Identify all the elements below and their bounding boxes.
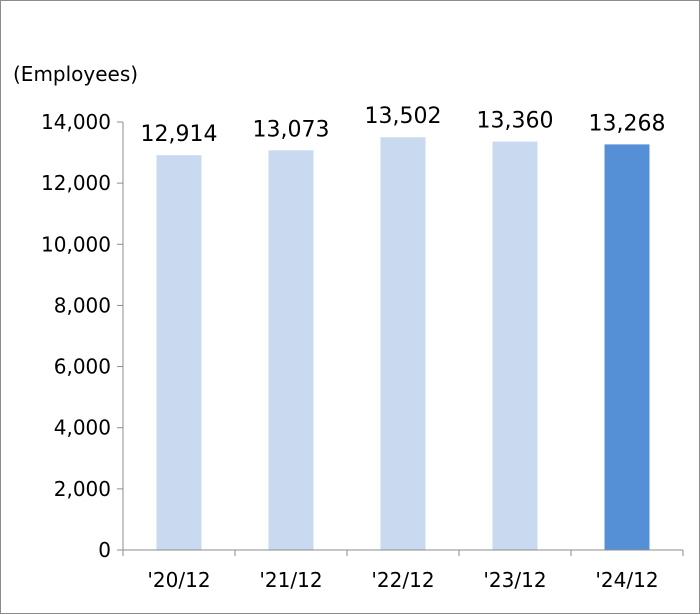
bar-0 — [156, 155, 202, 551]
bar-4 — [604, 144, 650, 550]
bar-2 — [380, 137, 426, 550]
x-tick-label: '23/12 — [483, 568, 546, 592]
bars-group: 12,914 13,073 13,502 13,360 13,268 — [141, 104, 666, 551]
bar-value-label: 12,914 — [141, 122, 218, 147]
y-tick-label: 2,000 — [54, 477, 111, 501]
y-tick-label: 4,000 — [54, 416, 111, 440]
y-tick-label: 14,000 — [41, 110, 111, 134]
y-axis: 0 2,000 4,000 6,000 8,000 10,000 12,000 14,000 — [41, 110, 124, 562]
y-tick-label: 10,000 — [41, 232, 111, 256]
bar-value-label: 13,073 — [253, 117, 330, 142]
bar-value-label: 13,268 — [589, 111, 666, 136]
x-axis: '20/12 '21/12 '22/12 '23/12 '24/12 — [122, 549, 684, 592]
bar-value-label: 13,502 — [365, 104, 442, 129]
y-axis-unit-label: (Employees) — [13, 62, 138, 86]
x-tick-label: '22/12 — [371, 568, 434, 592]
bar-1 — [268, 150, 314, 550]
bar-value-label: 13,360 — [477, 109, 554, 134]
x-tick-label: '24/12 — [595, 568, 658, 592]
x-tick-label: '21/12 — [259, 568, 322, 592]
y-tick-label: 0 — [98, 538, 111, 562]
bar-3 — [492, 141, 538, 550]
y-tick-label: 8,000 — [54, 293, 111, 317]
x-tick-label: '20/12 — [147, 568, 210, 592]
y-tick-label: 12,000 — [41, 171, 111, 195]
y-tick-label: 6,000 — [54, 355, 111, 379]
